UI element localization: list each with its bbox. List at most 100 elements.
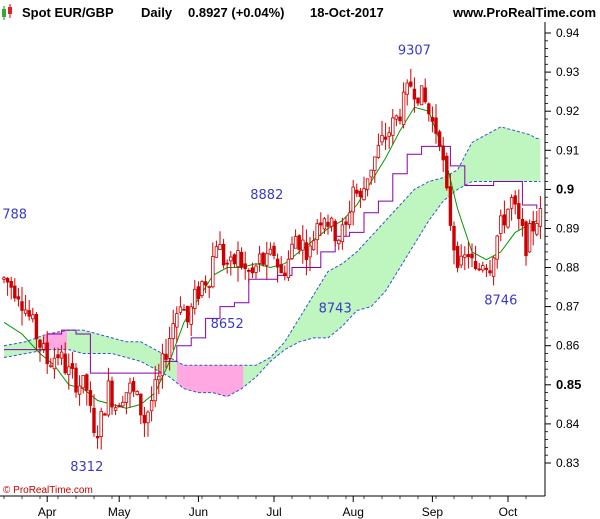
candlesticks: [2, 68, 543, 450]
candlestick: [409, 68, 413, 88]
candle-body-up: [380, 134, 384, 143]
x-tick-label: Aug: [343, 505, 364, 519]
candlestick: [527, 219, 532, 253]
candle-body-up: [394, 115, 399, 120]
candlestick: [369, 169, 373, 185]
candlestick: [103, 412, 107, 416]
candle-body-down: [110, 380, 114, 408]
candlestick: [146, 410, 150, 437]
candle-body-up: [419, 85, 424, 106]
candlestick: [423, 78, 427, 104]
candle-body-down: [103, 413, 107, 416]
candle-body-down: [225, 262, 229, 265]
candlestick: [142, 406, 147, 437]
candle-body-up: [308, 245, 312, 258]
candlestick: [131, 377, 136, 397]
candlestick: [427, 102, 431, 122]
candle-body-up: [193, 288, 197, 309]
cloud-bull-segment: [67, 330, 177, 383]
candlestick: [59, 345, 64, 365]
candle-body-up: [535, 223, 539, 235]
candlestick: [340, 217, 345, 250]
candlestick: [301, 225, 305, 264]
candle-body-down: [473, 260, 478, 269]
candlestick: [405, 79, 409, 106]
candle-body-up: [538, 208, 543, 227]
candle-body-down: [434, 117, 438, 134]
candlestick: [189, 303, 193, 336]
candle-body-down: [63, 353, 67, 374]
candle-body-up: [106, 380, 111, 416]
candle-body-down: [383, 136, 388, 140]
candlestick: [520, 208, 525, 237]
candle-body-down: [131, 380, 136, 392]
candle-body-down: [484, 267, 489, 270]
candle-body-down: [239, 251, 244, 268]
candlestick: [92, 394, 96, 437]
candlestick: [322, 216, 327, 234]
candlestick: [463, 246, 467, 271]
candle-body-down: [455, 245, 460, 268]
x-tick-label: May: [108, 505, 131, 519]
y-tick-label: 0.84: [556, 417, 580, 431]
senkou-span-b-line: [3, 181, 541, 398]
candle-body-down: [517, 203, 521, 220]
candlestick: [236, 241, 240, 282]
price-annotation: 8652: [211, 317, 244, 332]
x-tick-label: Sep: [422, 505, 444, 519]
candlestick: [167, 326, 172, 371]
candlestick: [293, 229, 298, 249]
price-annotation: 9307: [398, 44, 431, 59]
candle-body-down: [20, 301, 24, 311]
candlestick: [171, 309, 175, 350]
candlestick: [445, 152, 449, 191]
candlestick: [250, 262, 255, 278]
candle-body-up: [2, 277, 6, 280]
site-url[interactable]: www.ProRealTime.com: [452, 5, 596, 20]
candle-body-down: [203, 281, 208, 286]
candlestick: [85, 373, 89, 406]
y-tick-label: 0.93: [556, 65, 580, 79]
candlestick: [358, 188, 363, 208]
plot-background: [0, 22, 545, 496]
candlestick: [247, 268, 251, 283]
candlestick: [538, 196, 543, 239]
candle-body-up: [365, 178, 370, 190]
candle-body-up: [351, 186, 355, 213]
candlestick: [365, 178, 370, 197]
y-tick-label: 0.88: [556, 261, 580, 275]
candle-body-up: [236, 250, 240, 268]
cloud-bull-segment: [243, 126, 541, 388]
candle-body-up: [391, 117, 395, 136]
price-annotation: 8882: [250, 188, 283, 203]
candlestick: [499, 209, 503, 242]
candlestick: [81, 374, 85, 394]
candle-body-up: [52, 357, 57, 370]
candlestick: [531, 211, 535, 246]
candle-body-down: [513, 195, 517, 205]
candlestick: [351, 179, 355, 226]
candle-body-up: [160, 353, 165, 377]
x-tick-label: Jun: [189, 505, 208, 519]
candlestick: [297, 234, 301, 255]
candle-body-down: [423, 87, 427, 103]
price-annotations: 788 8312 8652 8743 8882 9307 8746: [2, 44, 517, 475]
candle-body-up: [128, 382, 132, 394]
candlestick: [128, 377, 132, 408]
candlestick: [268, 242, 273, 256]
candlestick: [135, 390, 139, 396]
candle-body-down: [196, 286, 201, 300]
candle-body-up: [373, 156, 377, 171]
price-annotation: 8312: [70, 460, 103, 475]
candlestick: [9, 276, 13, 300]
candle-body-down: [85, 374, 89, 391]
candlestick: [63, 342, 67, 375]
candle-body-down: [437, 131, 442, 147]
y-tick-label: 0.87: [556, 300, 580, 314]
candlestick: [517, 189, 521, 230]
candle-body-down: [139, 393, 143, 416]
candlestick: [164, 339, 168, 369]
candle-body-up: [322, 218, 327, 230]
candlestick: [437, 129, 442, 152]
